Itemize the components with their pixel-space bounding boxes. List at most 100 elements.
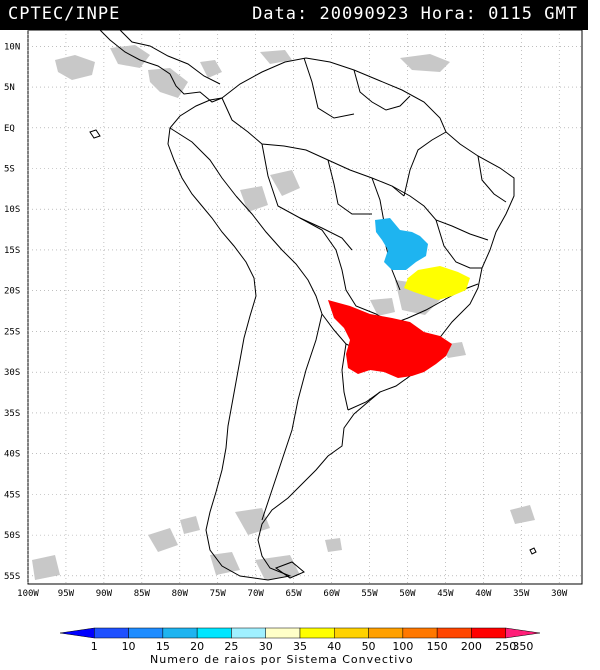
legend-swatch — [299, 627, 335, 639]
lon-label: 40W — [475, 589, 492, 599]
legend-label: 30 — [259, 640, 273, 653]
cloud-area — [210, 552, 240, 575]
datetime-label: Data: 20090923 Hora: 0115 GMT — [252, 4, 578, 24]
cloud-area — [510, 505, 535, 524]
legend-label: 40 — [327, 640, 341, 653]
convective-system-blue — [375, 218, 428, 270]
legend-swatch — [505, 627, 541, 639]
cloud-area — [400, 54, 450, 72]
header-bar: CPTEC/INPE Data: 20090923 Hora: 0115 GMT — [0, 0, 588, 30]
cloud-area — [325, 538, 342, 552]
lat-label: 15S — [4, 246, 20, 256]
border-peru-bolivia-chile — [235, 195, 323, 315]
cloud-area — [180, 516, 200, 534]
legend-label: 15 — [156, 640, 170, 653]
cloud-area — [260, 50, 292, 64]
central-america-coast-north — [119, 29, 221, 85]
latitude-labels: 10N 5N EQ 5S 10S 15S 20S 25S 30S 35S 40S 45S 50S 55S — [4, 42, 20, 582]
border-bolivia-brazil — [299, 217, 393, 325]
galapagos-islands — [89, 129, 101, 139]
lon-label: 65W — [285, 589, 302, 599]
lat-label: 10S — [4, 205, 20, 215]
map-frame — [27, 29, 583, 585]
lon-label: 60W — [323, 589, 340, 599]
legend-swatch — [59, 627, 95, 639]
legend-swatch — [196, 627, 232, 639]
lat-label: 10N — [4, 42, 20, 52]
legend-swatch — [162, 627, 198, 639]
lat-label: 20S — [4, 287, 20, 297]
lat-label: 55S — [4, 572, 20, 582]
lon-label: 80W — [172, 589, 189, 599]
legend-label: 50 — [362, 640, 376, 653]
source-label: CPTEC/INPE — [8, 4, 121, 24]
state-border — [403, 131, 447, 197]
cloud-area — [148, 68, 188, 98]
legend-swatch — [368, 627, 404, 639]
legend-label: 1 — [91, 640, 98, 653]
convective-system-red — [328, 300, 452, 378]
state-border — [327, 159, 372, 215]
grid-lines — [27, 30, 582, 584]
lon-label: 45W — [437, 589, 454, 599]
cloud-area — [370, 298, 395, 316]
legend-swatch — [94, 627, 129, 639]
legend-label: 10 — [122, 640, 136, 653]
legend-label: 20 — [190, 640, 204, 653]
lat-label: 5N — [4, 83, 15, 93]
border-uruguay-brazil — [347, 391, 381, 411]
lat-label: 35S — [4, 409, 20, 419]
time-value: 0115 — [488, 4, 534, 24]
longitude-labels: 100W 95W 90W 85W 80W 75W 70W 65W 60W 55W 50W 45W 40W… — [17, 589, 568, 599]
south-america-outline — [167, 57, 515, 581]
legend-swatch — [471, 627, 506, 639]
legend-label: 25 — [224, 640, 238, 653]
date-label: Data: — [252, 4, 309, 24]
lat-label: 50S — [4, 531, 20, 541]
legend-label: 150 — [427, 640, 448, 653]
cloud-area — [148, 528, 178, 552]
coastlines — [89, 27, 537, 581]
cloud-area — [32, 555, 60, 580]
lat-label: 40S — [4, 450, 20, 460]
legend-title: Numero de raios por Sistema Convectivo — [150, 653, 414, 666]
legend-swatch — [128, 627, 164, 639]
lon-label: 100W — [17, 589, 39, 599]
legend-swatch — [231, 627, 266, 639]
central-america-coast — [97, 27, 223, 103]
south-georgia — [529, 547, 537, 555]
legend-swatch — [436, 627, 472, 639]
legend-label: 100 — [392, 640, 413, 653]
legend-swatch — [334, 627, 369, 639]
state-border — [435, 219, 482, 269]
timezone-label: GMT — [544, 4, 578, 24]
legend-label: 250 — [495, 640, 516, 653]
lon-label: 30W — [551, 589, 568, 599]
lon-label: 95W — [58, 589, 75, 599]
convective-system-yellow — [404, 266, 470, 300]
border-argentina-uruguay — [341, 343, 349, 411]
lat-label: 5S — [4, 165, 15, 175]
legend-swatch — [265, 627, 301, 639]
legend-swatch — [402, 627, 438, 639]
lat-label: 30S — [4, 368, 20, 378]
legend-label: 350 — [512, 640, 533, 653]
lon-label: 50W — [399, 589, 416, 599]
lat-label: 45S — [4, 490, 20, 500]
state-border — [303, 57, 355, 119]
lon-label: 90W — [96, 589, 113, 599]
border-chile-argentina — [261, 313, 323, 521]
state-border — [477, 155, 507, 203]
lat-label: EQ — [4, 124, 15, 134]
lon-label: 75W — [210, 589, 227, 599]
lon-label: 70W — [248, 589, 265, 599]
date-value: 20090923 — [319, 4, 410, 24]
cloud-cover — [32, 45, 535, 580]
border-ecuador-peru — [169, 127, 237, 197]
cloud-area — [200, 60, 222, 78]
lon-label: 85W — [134, 589, 151, 599]
legend-label: 35 — [293, 640, 307, 653]
time-label: Hora: — [420, 4, 477, 24]
